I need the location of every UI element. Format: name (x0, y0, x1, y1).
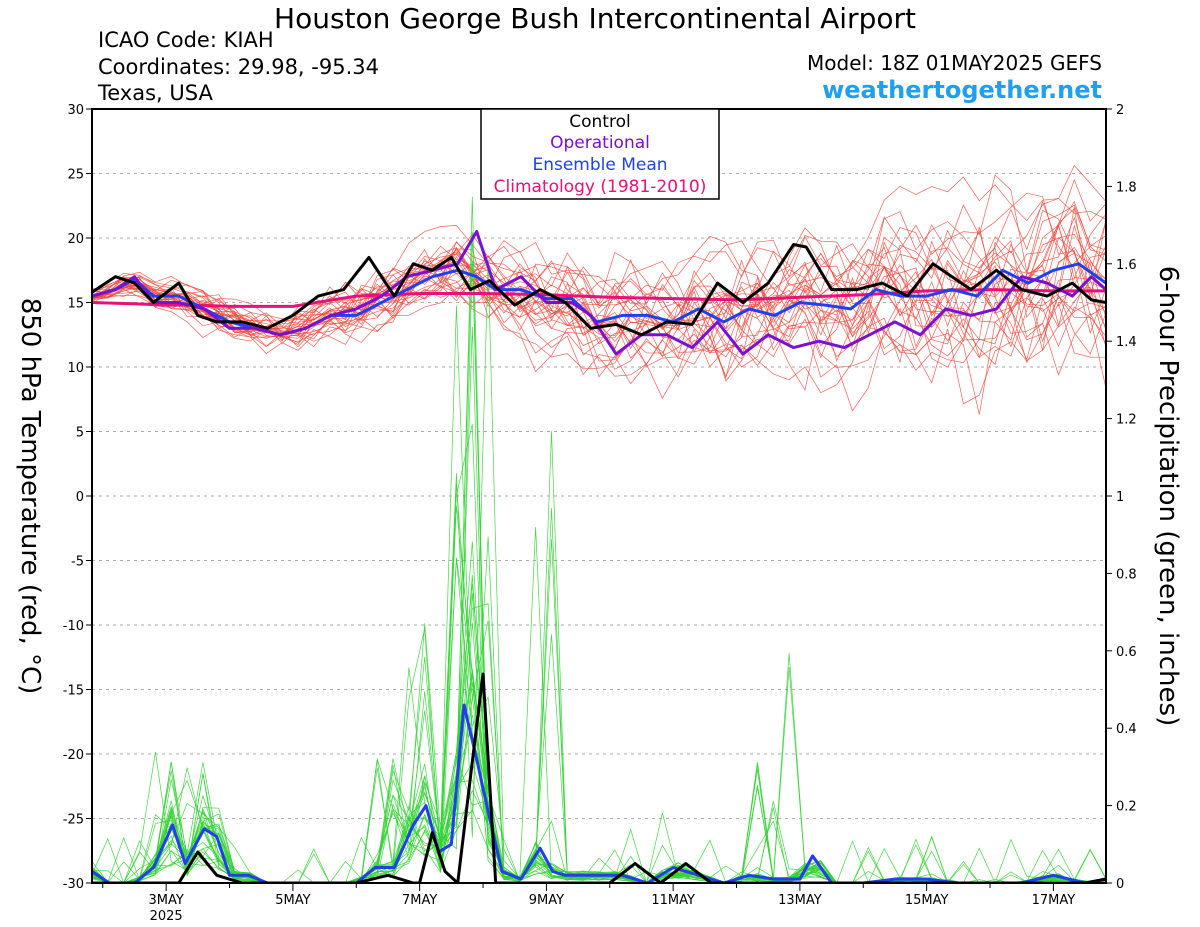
x-tick-label: 3MAY (148, 893, 183, 908)
member-precip-line (92, 593, 1106, 883)
y2-axis-label: 6-hour Precipitation (green, inches) (1153, 266, 1183, 726)
y-tick-label: -30 (63, 877, 84, 892)
y-tick-label: -25 (63, 813, 84, 828)
grid-lines (92, 173, 1106, 819)
member-precip-line (92, 424, 1106, 883)
coordinates: Coordinates: 29.98, -95.34 (98, 55, 379, 79)
member-precip-line (92, 762, 1106, 883)
member-temp-line (92, 197, 1106, 353)
member-precip-line (92, 583, 1106, 883)
model-run: Model: 18Z 01MAY2025 GEFS (807, 51, 1102, 75)
y-tick-label: -10 (63, 619, 84, 634)
y-tick-label: 30 (67, 103, 84, 118)
y2-tick-label: 0.4 (1116, 722, 1137, 737)
member-temp-line (92, 224, 1106, 378)
main-series-lines (92, 230, 1106, 883)
y-tick-label: 10 (67, 361, 84, 376)
member-temp-line (92, 247, 1106, 361)
y2-tick-label: 1.2 (1116, 413, 1137, 428)
member-precip-line (92, 667, 1106, 883)
y-tick-label: 15 (67, 297, 84, 312)
icao-code: ICAO Code: KIAH (98, 28, 274, 52)
member-temp-line (92, 236, 1106, 362)
member-precip-line (92, 755, 1106, 883)
chart-title: Houston George Bush Intercontinental Air… (274, 2, 916, 35)
x-tick-label: 15MAY (905, 893, 949, 908)
legend-operational: Operational (550, 133, 650, 153)
legend-climatology: Climatology (1981-2010) (494, 177, 707, 197)
left-axis-ticks: 30 25 20 15 10 5 0 -5 -10 -15 -20 -25 -30 (63, 103, 92, 892)
location: Texas, USA (98, 81, 213, 105)
member-precip-line (92, 305, 1106, 883)
x-tick-label: 9MAY (529, 893, 564, 908)
member-precip-line (92, 483, 1106, 883)
y-tick-label: 20 (67, 232, 84, 247)
member-precip-line (92, 696, 1106, 883)
member-precip-line (92, 628, 1106, 883)
y2-tick-label: 1.8 (1116, 180, 1137, 195)
y-tick-label: -15 (63, 684, 84, 699)
x-tick-label: 13MAY (778, 893, 822, 908)
member-precip-line (92, 431, 1106, 883)
member-precip-line (92, 541, 1106, 883)
y-tick-label: 25 (67, 168, 84, 183)
y-tick-label: -5 (71, 555, 84, 570)
y2-tick-label: 0.8 (1116, 567, 1137, 582)
legend-ensemble-mean: Ensemble Mean (532, 155, 667, 175)
member-temp-line (92, 235, 1106, 376)
control-temp-line (92, 243, 1106, 337)
member-precip-line (92, 620, 1106, 883)
member-precip-line (92, 539, 1106, 883)
member-precip-line (92, 505, 1106, 883)
y-tick-label: 5 (76, 426, 84, 441)
y2-tick-label: 1 (1116, 490, 1124, 505)
y2-tick-label: 0.2 (1116, 800, 1137, 815)
climatology-line (92, 288, 1106, 308)
y2-tick-label: 1.6 (1116, 258, 1137, 273)
y2-tick-label: 0 (1116, 877, 1124, 892)
member-temp-line (92, 245, 1106, 405)
member-temp-line (92, 216, 1106, 358)
y2-tick-label: 1.4 (1116, 335, 1137, 350)
member-precip-line (92, 672, 1106, 883)
member-precip-line (92, 574, 1106, 883)
member-temp-line (92, 192, 1106, 340)
member-precip-line (92, 603, 1106, 883)
member-precip-line (92, 682, 1106, 883)
legend-frame (480, 108, 720, 200)
x-tick-year: 2025 (150, 909, 183, 924)
x-tick-label: 11MAY (651, 893, 695, 908)
y-tick-label: -20 (63, 748, 84, 763)
right-axis-ticks: 2 1.8 1.6 1.4 1.2 1 0.8 0.6 0.4 0.2 0 (1106, 103, 1137, 892)
ensemble-mean-precip-line (92, 703, 1106, 883)
member-precip-line (92, 196, 1106, 883)
operational-temp-line (92, 230, 1106, 356)
member-temp-line (92, 236, 1106, 365)
member-precip-line (92, 667, 1106, 883)
x-tick-label: 7MAY (402, 893, 437, 908)
member-precip-line (92, 779, 1106, 883)
control-precip-line (92, 672, 1106, 883)
member-precip-line (92, 326, 1106, 883)
y2-tick-label: 2 (1116, 103, 1124, 118)
member-temp-line (92, 265, 1106, 358)
member-precip-line (92, 557, 1106, 883)
y2-tick-label: 0.6 (1116, 645, 1137, 660)
member-precip-line (92, 657, 1106, 883)
member-temp-line (92, 259, 1106, 368)
legend-box: Control Operational Ensemble Mean Climat… (480, 108, 720, 200)
member-precip-line (92, 622, 1106, 883)
y-axis-label: 850 hPa Temperature (red, °C) (15, 298, 45, 695)
legend-control: Control (569, 112, 630, 132)
y-tick-label: 0 (76, 490, 84, 505)
x-tick-label: 17MAY (1032, 893, 1076, 908)
x-tick-label: 5MAY (275, 893, 310, 908)
brand-link[interactable]: weathertogether.net (822, 76, 1102, 104)
member-precip-line (92, 259, 1106, 883)
member-precip-line (92, 536, 1106, 883)
ensemble-member-precip-lines (92, 196, 1106, 883)
